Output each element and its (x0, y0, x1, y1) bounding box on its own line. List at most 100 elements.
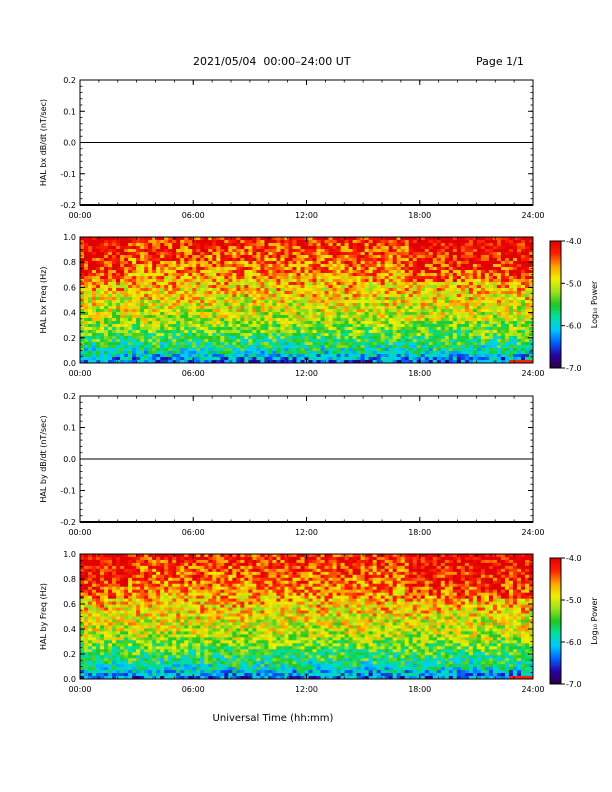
spectrogram-cell (88, 291, 93, 295)
spectrogram-cell (168, 288, 173, 292)
spectrogram-cell (328, 264, 333, 268)
spectrogram-cell (504, 246, 510, 250)
spectrogram-cell (356, 303, 362, 307)
spectrogram-cell (144, 243, 149, 247)
spectrogram-cell (124, 345, 129, 349)
spectrogram-cell (156, 303, 161, 307)
x-tick-label: 00:00 (68, 211, 91, 220)
spectrogram-cell (116, 324, 121, 328)
spectrogram-cell (304, 351, 309, 355)
spectrogram-cell (428, 318, 434, 322)
spectrogram-cell (180, 315, 185, 319)
spectrogram-cell (384, 291, 390, 295)
spectrogram-cell (164, 261, 169, 265)
spectrogram-cell (480, 345, 486, 349)
spectrogram-cell (172, 249, 177, 253)
spectrogram-cell (448, 258, 454, 262)
spectrogram-cell (120, 324, 125, 328)
spectrogram-cell (304, 324, 309, 328)
spectrogram-cell (124, 339, 129, 343)
spectrogram-cell (500, 321, 506, 325)
spectrogram-cell (152, 351, 157, 355)
spectrogram-cell (248, 324, 253, 328)
spectrogram-cell (400, 252, 406, 256)
spectrogram-cell (412, 306, 418, 310)
spectrogram-cell (96, 318, 101, 322)
y-tick-label: 0.6 (63, 283, 76, 292)
spectrogram-cell (480, 306, 486, 310)
spectrogram-cell (312, 333, 317, 337)
spectrogram-cell (452, 240, 458, 244)
spectrogram-cell (208, 261, 213, 265)
spectrogram-cell (104, 237, 109, 241)
spectrogram-cell (216, 342, 221, 346)
spectrogram-cell (444, 360, 450, 364)
spectrogram-cell (228, 354, 233, 358)
spectrogram-cell (332, 246, 337, 250)
spectrogram-cell (316, 339, 321, 343)
spectrogram-cell (120, 288, 125, 292)
spectrogram-cell (248, 291, 253, 295)
spectrogram-cell (468, 333, 474, 337)
spectrogram-cell (268, 249, 273, 253)
spectrogram-cell (444, 240, 450, 244)
spectrogram-cell (220, 264, 225, 268)
spectrogram-cell (220, 342, 225, 346)
spectrogram-cell (144, 345, 149, 349)
spectrogram-cell (388, 261, 394, 265)
spectrogram-cell (364, 246, 370, 250)
spectrogram-cell (316, 294, 321, 298)
spectrogram-cell (280, 279, 285, 283)
spectrogram-cell (264, 237, 269, 241)
spectrogram-cell (392, 312, 398, 316)
spectrogram-cell (260, 351, 265, 355)
spectrogram-cell (500, 288, 506, 292)
spectrogram-cell (208, 321, 213, 325)
spectrogram-cell (272, 339, 277, 343)
spectrogram-cell (220, 315, 225, 319)
spectrogram-cell (308, 291, 313, 295)
spectrogram-cell (124, 291, 129, 295)
spectrogram-cell (320, 291, 325, 295)
spectrogram-cell (208, 270, 213, 274)
spectrogram-cell (456, 282, 462, 286)
spectrogram-cell (96, 240, 101, 244)
spectrogram-cell (440, 288, 446, 292)
spectrogram-cell (316, 342, 321, 346)
spectrogram-cell (228, 246, 233, 250)
spectrogram-cell (256, 321, 261, 325)
spectrogram-cell (468, 249, 474, 253)
spectrogram-cell (208, 327, 213, 331)
spectrogram-cell (100, 354, 105, 358)
spectrogram-cell (276, 330, 281, 334)
spectrogram-cell (212, 321, 217, 325)
spectrogram-cell (328, 243, 333, 247)
spectrogram-cell (408, 243, 414, 247)
spectrogram-cell (376, 243, 382, 247)
spectrogram-cell (316, 258, 321, 262)
spectrogram-cell (232, 237, 237, 241)
spectrogram-cell (508, 333, 514, 337)
spectrogram-cell (108, 348, 113, 352)
spectrogram-cell (456, 243, 462, 247)
spectrogram-cell (104, 267, 109, 271)
spectrogram-cell (276, 240, 281, 244)
spectrogram-cell (368, 309, 374, 313)
spectrogram-cell (180, 330, 185, 334)
spectrogram-cell (420, 237, 426, 241)
spectrogram-cell (136, 339, 141, 343)
spectrogram-cell (440, 240, 446, 244)
spectrogram-cell (300, 357, 305, 361)
spectrogram-cell (468, 276, 474, 280)
spectrogram-cell (156, 291, 161, 295)
spectrogram-cell (212, 246, 217, 250)
spectrogram-cell (428, 258, 434, 262)
spectrogram-cell (504, 300, 510, 304)
spectrogram-cell (280, 255, 285, 259)
spectrogram-cell (96, 282, 101, 286)
spectrogram-cell (212, 291, 217, 295)
spectrogram-cell (152, 315, 157, 319)
spectrogram-cell (428, 246, 434, 250)
spectrogram-cell (192, 306, 197, 310)
spectrogram-cell (212, 249, 217, 253)
